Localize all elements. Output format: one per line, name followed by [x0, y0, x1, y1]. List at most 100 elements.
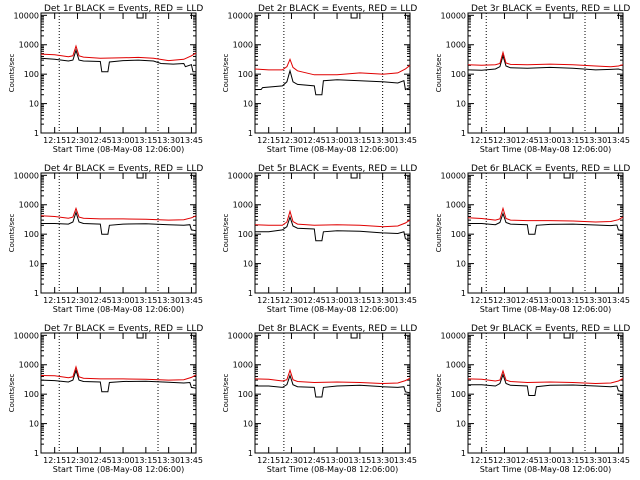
y-axis-label: Counts/sec	[435, 54, 443, 93]
events-series-line	[467, 54, 624, 71]
x-tick-label: 13:00	[112, 456, 135, 465]
x-tick-label: 13:45	[180, 136, 203, 145]
x-axis-label: Start Time (08-May-08 12:06:00)	[480, 145, 611, 154]
x-tick-label: 13:00	[539, 296, 562, 305]
plot-frame	[40, 172, 197, 294]
y-tick-label: 10000	[14, 171, 39, 180]
y-axis-label: Counts/sec	[222, 214, 230, 253]
y-tick-label: 1	[34, 289, 39, 298]
y-tick-label: 10	[29, 260, 39, 269]
y-tick-label: 10	[456, 420, 466, 429]
y-tick-label: 1000	[233, 201, 253, 210]
events-series-line	[255, 373, 411, 398]
y-tick-label: 1	[248, 449, 253, 458]
x-tick-label: 12:30	[493, 296, 516, 305]
y-tick-label: 1000	[19, 201, 39, 210]
y-tick-label: 1000	[19, 361, 39, 370]
x-tick-label: 12:30	[66, 136, 89, 145]
panel-title: Det 8r BLACK = Events, RED = LLD	[258, 324, 417, 334]
x-tick-label: 13:15	[561, 136, 584, 145]
x-tick-label: 12:45	[303, 296, 326, 305]
detector-panel: Det 3r BLACK = Events, RED = LLD 1 10 100 10…	[435, 4, 630, 154]
y-axis-label: Counts/sec	[435, 374, 443, 413]
panel-title: Det 5r BLACK = Events, RED = LLD	[258, 164, 417, 174]
x-axis-label: Start Time (08-May-08 12:06:00)	[267, 465, 398, 474]
plot-frame	[254, 172, 411, 294]
y-tick-label: 10	[456, 260, 466, 269]
plot-frame	[254, 332, 411, 454]
top-bracket-mark	[563, 333, 571, 339]
x-axis-label: Start Time (08-May-08 12:06:00)	[480, 305, 611, 314]
x-tick-label: 13:15	[561, 456, 584, 465]
x-tick-label: 12:30	[493, 456, 516, 465]
y-tick-label: 1000	[446, 41, 466, 50]
y-tick-label: 10	[243, 260, 253, 269]
y-tick-label: 1	[248, 129, 253, 138]
x-tick-label: 12:30	[66, 296, 89, 305]
y-tick-label: 10000	[228, 11, 253, 20]
plot-frame	[467, 332, 624, 454]
x-tick-label: 13:00	[326, 136, 349, 145]
top-bracket-mark	[136, 13, 144, 19]
top-bracket-mark	[350, 13, 358, 19]
x-tick-label: 13:30	[157, 456, 180, 465]
events-series-line	[41, 210, 197, 235]
events-series-line	[468, 373, 624, 396]
y-tick-label: 1000	[233, 41, 253, 50]
panel-title: Det 4r BLACK = Events, RED = LLD	[44, 164, 203, 174]
x-tick-label: 13:15	[134, 456, 157, 465]
panel-title: Det 2r BLACK = Events, RED = LLD	[258, 4, 417, 14]
y-tick-label: 1000	[19, 41, 39, 50]
y-tick-label: 100	[238, 390, 253, 399]
panel-title: Det 9r BLACK = Events, RED = LLD	[471, 324, 630, 334]
y-tick-label: 1	[461, 129, 466, 138]
detector-panel: Det 9r BLACK = Events, RED = LLD 1 10 100 10…	[435, 324, 630, 474]
y-tick-label: 10	[456, 100, 466, 109]
top-bracket-mark	[136, 173, 144, 179]
y-axis-label: Counts/sec	[8, 54, 16, 93]
y-tick-label: 10000	[441, 331, 466, 340]
top-bracket-mark	[563, 173, 571, 179]
x-tick-label: 13:45	[607, 296, 630, 305]
lld-series-line	[467, 50, 624, 68]
detector-panel: Det 6r BLACK = Events, RED = LLD 1 10 100 10…	[435, 164, 630, 314]
x-axis-label: Start Time (08-May-08 12:06:00)	[53, 145, 184, 154]
x-tick-label: 12:15	[470, 296, 493, 305]
x-tick-label: 12:15	[470, 456, 493, 465]
x-tick-label: 13:30	[584, 136, 607, 145]
x-tick-label: 13:00	[539, 136, 562, 145]
lld-series-line	[254, 209, 411, 228]
x-tick-label: 13:30	[371, 136, 394, 145]
y-axis-label: Counts/sec	[222, 374, 230, 413]
x-axis-label: Start Time (08-May-08 12:06:00)	[267, 305, 398, 314]
x-tick-label: 13:30	[371, 456, 394, 465]
x-tick-label: 13:15	[134, 136, 157, 145]
plot-frame	[40, 12, 197, 134]
x-tick-label: 12:45	[89, 296, 112, 305]
top-bracket-mark	[136, 333, 144, 339]
y-tick-label: 100	[451, 390, 466, 399]
x-tick-label: 12:15	[470, 136, 493, 145]
y-tick-label: 10000	[228, 331, 253, 340]
y-tick-label: 10000	[14, 11, 39, 20]
detector-panel: Det 5r BLACK = Events, RED = LLD 1 10 100 10…	[222, 164, 417, 314]
y-tick-label: 10000	[441, 11, 466, 20]
x-tick-label: 13:00	[539, 456, 562, 465]
lld-series-line	[467, 369, 624, 385]
x-tick-label: 12:30	[280, 296, 303, 305]
x-tick-label: 13:45	[607, 456, 630, 465]
x-tick-label: 12:45	[303, 456, 326, 465]
lld-series-line	[467, 206, 624, 223]
detector-panel: Det 1r BLACK = Events, RED = LLD 1 10 100 10…	[8, 4, 203, 154]
events-series-line	[255, 68, 411, 96]
x-tick-label: 12:45	[516, 136, 539, 145]
x-axis-label: Start Time (08-May-08 12:06:00)	[53, 465, 184, 474]
x-tick-label: 13:30	[584, 296, 607, 305]
y-tick-label: 10	[29, 420, 39, 429]
panel-title: Det 1r BLACK = Events, RED = LLD	[44, 4, 203, 14]
x-axis-label: Start Time (08-May-08 12:06:00)	[480, 465, 611, 474]
x-tick-label: 13:30	[157, 136, 180, 145]
x-tick-label: 13:45	[607, 136, 630, 145]
y-axis-label: Counts/sec	[8, 374, 16, 413]
y-tick-label: 100	[451, 70, 466, 79]
